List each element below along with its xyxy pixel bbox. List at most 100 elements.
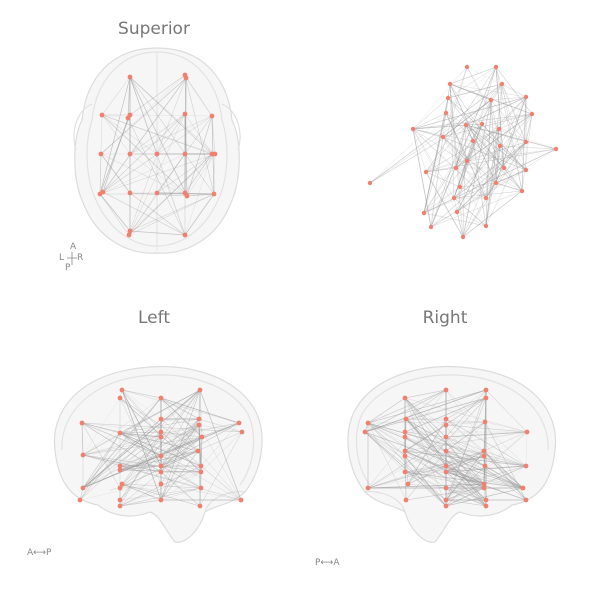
edge-right-448 xyxy=(367,389,487,424)
brain-outline-right xyxy=(347,365,557,543)
edge-right-604 xyxy=(445,487,524,507)
edge-right-464 xyxy=(407,397,487,485)
edge-iso-133 xyxy=(490,96,527,101)
edge-iso-191 xyxy=(481,123,557,150)
edge-left-292 xyxy=(160,397,240,424)
edge-superior-19 xyxy=(102,77,187,193)
edge-iso-193 xyxy=(425,123,483,173)
edge-iso-154 xyxy=(423,96,527,214)
edge-right-431 xyxy=(404,397,485,457)
node-iso-0 xyxy=(464,64,470,70)
edge-iso-167 xyxy=(455,113,533,169)
edge-right-439 xyxy=(364,389,447,433)
edge-right-523 xyxy=(445,436,485,457)
edge-superior-35 xyxy=(127,117,186,236)
edge-iso-171 xyxy=(412,124,467,130)
edge-iso-243 xyxy=(425,171,461,188)
edge-left-305 xyxy=(81,422,84,456)
edge-right-528 xyxy=(445,436,527,501)
edge-iso-99 xyxy=(495,66,505,169)
edge-iso-180 xyxy=(465,123,483,126)
edge-right-480 xyxy=(364,418,407,433)
edge-left-360 xyxy=(200,436,203,467)
edge-iso-247 xyxy=(495,169,527,184)
orient-l: L xyxy=(59,253,65,263)
node-iso-27 xyxy=(451,195,457,201)
edge-iso-165 xyxy=(472,113,533,142)
node-superior-6 xyxy=(182,111,188,117)
nodes-layer xyxy=(77,64,559,509)
edge-right-494 xyxy=(404,424,447,452)
edge-iso-216 xyxy=(425,145,501,173)
edge-iso-248 xyxy=(423,169,527,214)
edge-iso-118 xyxy=(490,83,503,101)
edge-left-310 xyxy=(81,422,121,489)
edge-superior-2 xyxy=(129,76,158,155)
node-superior-10 xyxy=(154,151,160,157)
edge-right-502 xyxy=(367,421,486,489)
edge-right-559 xyxy=(445,455,485,467)
edge-right-519 xyxy=(404,436,485,485)
edge-iso-229 xyxy=(485,141,527,227)
node-left-17 xyxy=(117,463,123,469)
edge-superior-69 xyxy=(99,153,216,195)
edge-iso-202 xyxy=(485,128,500,199)
edge-right-517 xyxy=(404,436,447,467)
edge-superior-8 xyxy=(129,76,215,195)
node-iso-1 xyxy=(493,64,499,70)
edge-right-499 xyxy=(445,421,486,452)
edge-iso-222 xyxy=(466,141,527,162)
edge-iso-256 xyxy=(462,182,497,238)
edge-superior-14 xyxy=(184,74,188,197)
node-superior-22 xyxy=(126,232,132,238)
edge-iso-206 xyxy=(442,136,527,171)
edge-left-327 xyxy=(119,418,200,434)
edge-left-315 xyxy=(200,422,240,467)
edge-right-436 xyxy=(367,389,447,424)
edge-iso-236 xyxy=(453,160,468,199)
edge-left-335 xyxy=(119,418,200,501)
node-superior-7 xyxy=(209,113,215,119)
panel-title-right: Right xyxy=(422,308,468,328)
edge-superior-66 xyxy=(184,153,213,194)
node-superior-13 xyxy=(212,151,218,157)
edge-right-592 xyxy=(367,483,485,489)
edge-left-275 xyxy=(198,389,201,420)
edge-iso-218 xyxy=(495,145,501,184)
edge-left-346 xyxy=(198,424,242,501)
edge-left-308 xyxy=(81,422,162,473)
edge-left-421 xyxy=(119,487,202,501)
edge-left-364 xyxy=(82,436,203,489)
edge-superior-15 xyxy=(184,74,215,195)
edge-superior-24 xyxy=(101,114,131,155)
edge-left-372 xyxy=(82,432,121,489)
edge-iso-146 xyxy=(465,96,527,126)
edge-right-554 xyxy=(483,450,487,501)
node-right-27 xyxy=(443,485,449,491)
edge-superior-27 xyxy=(101,114,216,155)
edge-iso-135 xyxy=(472,99,492,142)
edge-right-459 xyxy=(445,397,487,420)
node-iso-2 xyxy=(447,81,453,87)
edge-superior-36 xyxy=(129,113,186,155)
edge-left-311 xyxy=(160,422,240,438)
edge-iso-108 xyxy=(449,83,527,98)
edge-iso-170 xyxy=(485,113,533,199)
node-right-16 xyxy=(481,448,487,454)
edge-iso-227 xyxy=(456,141,527,213)
orient-p: P xyxy=(65,263,71,273)
edge-superior-85 xyxy=(128,193,215,236)
edge-right-593 xyxy=(445,483,485,489)
node-iso-16 xyxy=(523,139,529,145)
edge-iso-159 xyxy=(445,112,487,199)
node-left-9 xyxy=(158,429,164,435)
edge-iso-249 xyxy=(430,169,527,228)
edge-iso-147 xyxy=(499,96,527,147)
node-superior-19 xyxy=(184,193,190,199)
node-right-24 xyxy=(405,481,411,487)
edge-iso-232 xyxy=(425,148,557,173)
edge-iso-119 xyxy=(501,83,527,98)
edge-iso-195 xyxy=(481,123,527,171)
node-iso-28 xyxy=(483,195,489,201)
